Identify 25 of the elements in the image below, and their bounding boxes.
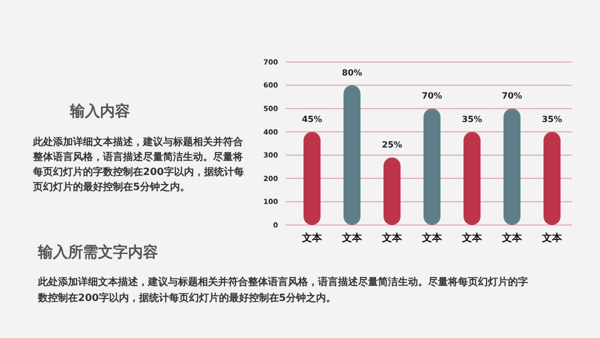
x-tick-label: 文本 — [381, 232, 403, 244]
bar — [504, 108, 520, 225]
x-tick-label: 文本 — [461, 232, 483, 244]
x-tick-label: 文本 — [501, 232, 523, 244]
text: 此处添加详细文本描述，建议与标题相关并符合整体语言风格，语言描述尽量简洁生动。尽量将每页幻灯片的字数控制在200字以内，据统计每页幻灯片的最好控制在5分钟之内。 — [37, 276, 528, 304]
annotation: 70% — [422, 92, 443, 102]
x-tick-label: 文本 — [421, 232, 443, 244]
bar — [344, 85, 360, 225]
annotation: 70% — [502, 92, 523, 102]
text: 此处添加详细文本描述，建议与标题相关并符合整体语言风格，语言描述尽量简洁生动。尽量将每页幻灯片的字数控制在200字以内，据统计每页幻灯片的最好控制在5分钟之内。 — [32, 136, 244, 193]
annotation: 25% — [382, 140, 403, 150]
text: 输入内容 — [69, 102, 130, 120]
text: 输入所需文字内容 — [37, 243, 158, 261]
x-tick-label: 文本 — [541, 232, 563, 244]
x-tick-label: 文本 — [301, 232, 323, 244]
annotation: 35% — [462, 114, 483, 125]
bar — [464, 132, 480, 225]
annotation: 35% — [542, 114, 563, 125]
bar — [544, 132, 560, 225]
annotation: 45% — [302, 114, 323, 125]
x-tick-label: 文本 — [341, 232, 363, 244]
bar — [424, 108, 440, 225]
bar — [384, 157, 400, 225]
bar — [304, 132, 320, 225]
annotation: 80% — [342, 68, 363, 78]
